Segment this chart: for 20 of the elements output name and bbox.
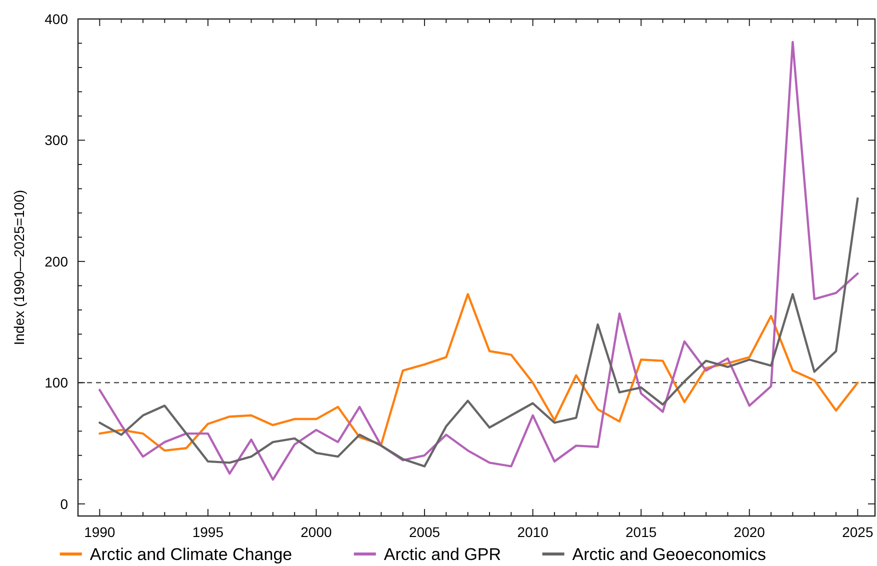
- x-tick-label: 2020: [734, 524, 766, 540]
- x-tick-label: 1990: [84, 524, 116, 540]
- legend-label: Arctic and Geoeconomics: [572, 545, 766, 564]
- legend-label: Arctic and Climate Change: [90, 545, 292, 564]
- y-tick-label: 100: [44, 374, 68, 391]
- x-tick-label: 2005: [408, 524, 440, 540]
- y-tick-label: 400: [44, 11, 68, 27]
- line-series: [98, 40, 859, 481]
- x-tick-label: 1995: [192, 524, 224, 540]
- y-tick-label: 300: [44, 132, 68, 148]
- x-tick-label: 2000: [300, 524, 332, 540]
- y-axis-title: Index (1990—2025=100): [11, 190, 27, 346]
- line-series: [98, 197, 859, 468]
- x-tick-label: 2010: [517, 524, 549, 540]
- x-tick-label: 2015: [626, 524, 657, 540]
- y-tick-label: 0: [60, 496, 68, 512]
- legend-label: Arctic and GPR: [384, 545, 502, 564]
- y-tick-label: 200: [44, 253, 68, 270]
- x-tick-label: 2025: [842, 524, 874, 540]
- line-series: [98, 293, 859, 452]
